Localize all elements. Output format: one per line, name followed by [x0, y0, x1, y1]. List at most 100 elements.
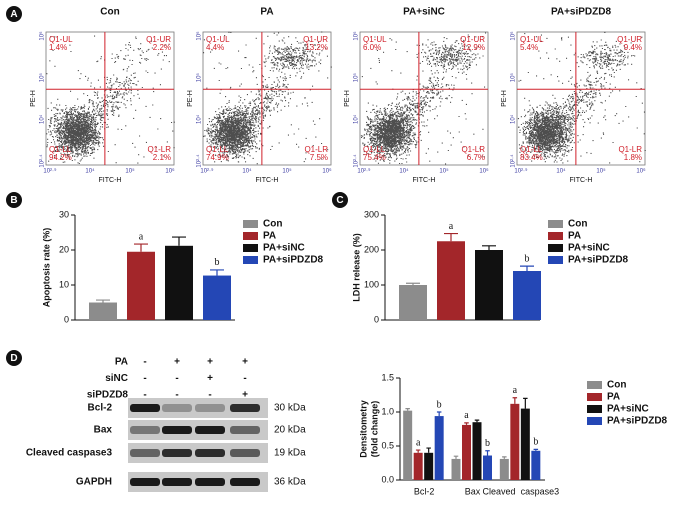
y-tick-label: 20 — [59, 244, 69, 254]
bar — [472, 422, 482, 480]
flow-y-tick-label: 10²·⁴ — [510, 154, 517, 168]
legend-label: Con — [607, 380, 626, 391]
blot-sign: - — [208, 390, 211, 401]
error-bar — [482, 245, 496, 250]
legend-label: PA+siPDZD8 — [263, 255, 324, 266]
blot-sign: + — [242, 390, 248, 401]
error-bar — [96, 299, 110, 303]
quadrant-label: Q1-UR — [617, 35, 642, 44]
flow-y-tick-label: 10⁶ — [196, 31, 203, 41]
flow-x-tick-label: 10⁶ — [479, 168, 489, 175]
quadrant-label: Q1-UR — [303, 35, 328, 44]
bar — [203, 275, 231, 320]
y-tick-label: 10 — [59, 279, 69, 289]
blot-sign: - — [143, 390, 146, 401]
flow-x-tick-label: 10²·⁹ — [514, 168, 528, 175]
y-tick-label: 0.0 — [381, 474, 394, 484]
quadrant-value: 13.2% — [305, 43, 328, 52]
quadrant-value: 1.4% — [49, 43, 67, 52]
x-tick-label: Cleaved caspase3 — [483, 486, 560, 496]
error-bar — [405, 408, 410, 411]
flow-y-tick-label: 10⁶ — [353, 31, 360, 41]
blot-band-size: 30 kDa — [274, 403, 306, 414]
bar — [437, 241, 465, 320]
error-bar — [415, 449, 421, 453]
legend-swatch — [548, 244, 563, 252]
bar — [475, 250, 503, 320]
quadrant-value: 9.4% — [624, 43, 642, 52]
blot-sign: - — [143, 357, 146, 368]
panel-badge — [6, 6, 22, 22]
blot-band — [230, 478, 260, 486]
quadrant-value: 94.2% — [49, 153, 72, 162]
error-bar — [453, 455, 459, 459]
bar — [499, 458, 509, 480]
y-tick-label: 30 — [59, 209, 69, 219]
flow-y-tick-label: 10⁴ — [196, 114, 203, 124]
flow-y-tick-label: 10⁴ — [510, 114, 517, 124]
significance-label: a — [416, 437, 421, 448]
x-tick-label: Bax — [465, 486, 481, 496]
error-bar — [406, 282, 420, 285]
error-bar — [523, 397, 528, 409]
quadrant-label: Q1-LL — [206, 145, 229, 154]
flow-x-tick-label: 10⁶ — [636, 168, 646, 175]
blot-sign: + — [207, 357, 213, 368]
bar — [399, 285, 427, 320]
blot-band-size: 20 kDa — [274, 425, 306, 436]
legend-swatch — [243, 220, 258, 228]
flow-x-label: FITC-H — [570, 177, 593, 184]
legend-swatch — [243, 256, 258, 264]
panel-badge — [6, 192, 22, 208]
legend-swatch — [587, 405, 602, 413]
legend-label: PA — [568, 231, 581, 242]
quadrant-value: 2.1% — [153, 153, 171, 162]
bar — [403, 410, 413, 480]
blot-sign: - — [143, 373, 146, 384]
bar — [434, 416, 444, 480]
error-bar — [172, 236, 186, 246]
quadrant-label: Q1-LL — [49, 145, 72, 154]
quadrant-value: 7.5% — [310, 153, 328, 162]
significance-label: a — [513, 385, 518, 396]
significance-label: a — [449, 221, 454, 232]
quadrant-label: Q1-LL — [520, 145, 543, 154]
flow-y-tick-label: 10⁴ — [39, 114, 46, 124]
blot-band — [130, 404, 160, 412]
blot-band-label: GAPDH — [76, 477, 112, 488]
y-tick-label: 0 — [64, 314, 69, 324]
flow-y-tick-label: 10⁶ — [510, 31, 517, 41]
blot-band — [230, 449, 260, 457]
significance-label: b — [533, 437, 538, 448]
panel-label: C — [336, 195, 343, 206]
flow-x-tick-label: 10²·⁹ — [43, 168, 57, 175]
blot-band — [162, 404, 192, 412]
legend-label: PA+siPDZD8 — [568, 255, 629, 266]
flow-y-tick-label: 10⁵ — [353, 73, 360, 83]
flow-y-tick-label: 10⁵ — [196, 73, 203, 83]
flow-y-label: PE-H — [30, 90, 37, 107]
blot-sign: - — [175, 390, 178, 401]
blot-sign: - — [175, 373, 178, 384]
blot-band — [162, 449, 192, 457]
blot-band — [195, 404, 225, 412]
blot-band-size: 19 kDa — [274, 448, 306, 459]
error-bar — [512, 397, 518, 404]
y-axis-label: Apoptosis rate (%) — [41, 228, 51, 308]
y-axis-label: Densitometry — [358, 400, 368, 458]
bar — [413, 452, 423, 480]
flow-title: Con — [100, 7, 119, 18]
legend-swatch — [243, 232, 258, 240]
flow-x-tick-label: 10⁶ — [165, 168, 175, 175]
quadrant-label: Q1-UR — [460, 35, 485, 44]
error-bar — [134, 243, 148, 252]
bar — [531, 450, 541, 480]
flow-x-label: FITC-H — [413, 177, 436, 184]
legend-swatch — [587, 393, 602, 401]
bar — [483, 455, 492, 480]
quadrant-value: 83.4% — [520, 153, 543, 162]
blot-band — [195, 426, 225, 434]
y-tick-label: 300 — [364, 209, 379, 219]
y-axis-label: (fold change) — [369, 401, 379, 458]
